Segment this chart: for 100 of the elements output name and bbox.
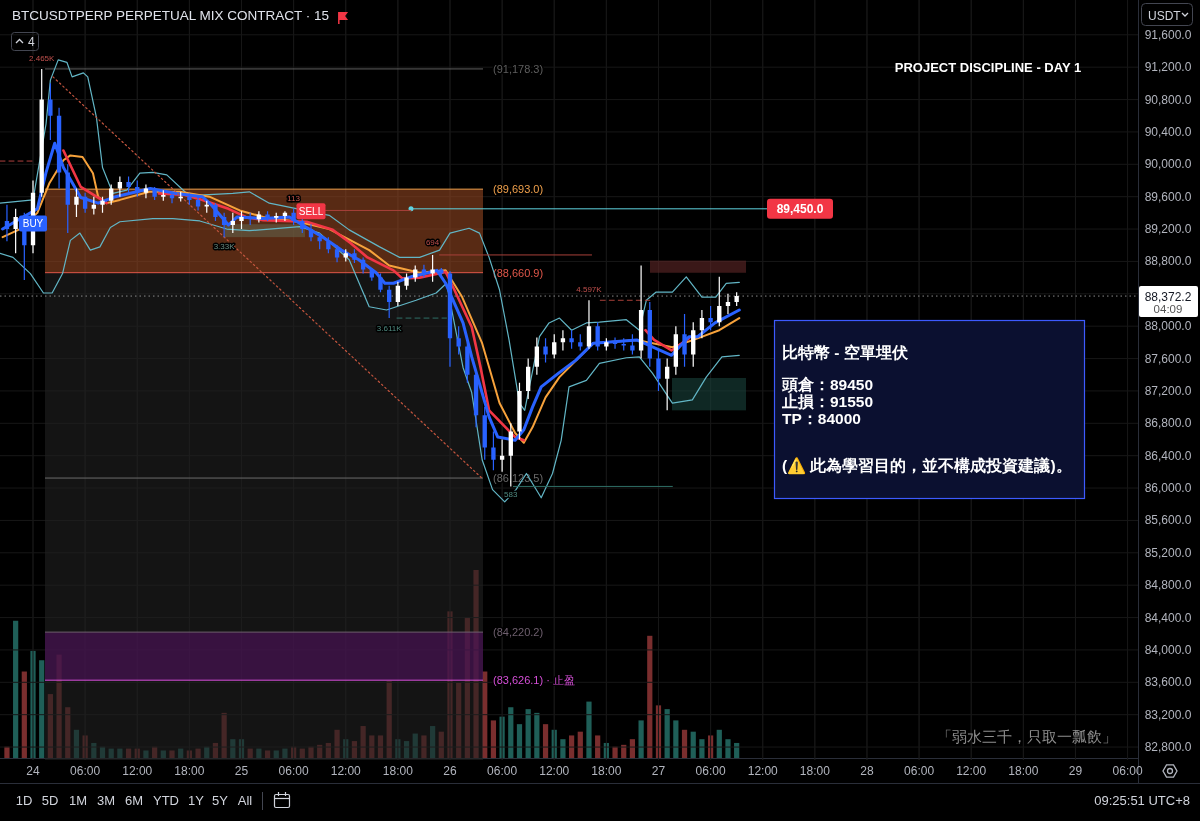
- y-tick-label: 86,400.0: [1144, 448, 1192, 463]
- ref-line-label: (89,693.0): [493, 183, 544, 196]
- bar: [65, 707, 71, 758]
- bar: [490, 720, 497, 758]
- x-tick-label: 06:00: [1112, 764, 1143, 778]
- text: 5Y: [212, 793, 229, 808]
- y-tick-label: 88,000.0: [1144, 319, 1192, 334]
- candlestick: [552, 334, 557, 359]
- candlestick: [82, 192, 88, 213]
- annotation: 694: [425, 237, 440, 247]
- candlestick: [282, 211, 288, 221]
- candlestick: [187, 193, 192, 205]
- x-tick-label: 29: [1068, 764, 1083, 778]
- x-tick-label: 12:00: [122, 764, 153, 778]
- x-tick-label: 18:00: [799, 764, 831, 778]
- text: 3M: [96, 793, 116, 808]
- candlestick: [4, 204, 10, 242]
- x-tick-label: 06:00: [487, 764, 518, 778]
- x-tick-label: 18:00: [591, 764, 622, 778]
- text: 1D: [15, 793, 33, 808]
- annotation: 止損：91550: [781, 393, 874, 410]
- x-tick-label: 12:00: [330, 764, 362, 778]
- y-tick-label: 91,200.0: [1144, 60, 1192, 75]
- bar: [178, 748, 184, 758]
- candlestick: [39, 68, 44, 197]
- text: 09:25:51 UTC+8: [1094, 793, 1190, 808]
- bar: [421, 735, 427, 758]
- bar: [508, 707, 514, 758]
- bar: [195, 748, 201, 758]
- bar: [586, 701, 592, 758]
- candlestick: [135, 180, 140, 197]
- y-tick-label: 84,800.0: [1144, 578, 1192, 593]
- text: 1Y: [188, 793, 205, 808]
- text: 5D: [41, 793, 59, 808]
- candlestick: [526, 358, 531, 400]
- bar: [430, 726, 436, 758]
- y-tick-label: 83,600.0: [1144, 675, 1192, 690]
- candlestick: [708, 305, 713, 331]
- x-tick-label: 18:00: [382, 764, 414, 778]
- candlestick: [239, 211, 244, 230]
- candlestick: [647, 301, 652, 367]
- candlestick: [291, 208, 296, 226]
- bar: [360, 726, 366, 758]
- candlestick: [404, 273, 409, 290]
- bar: [299, 748, 305, 758]
- candlestick: [543, 338, 548, 363]
- bar: [125, 748, 132, 758]
- bar: [169, 750, 175, 758]
- bar: [117, 748, 123, 758]
- candlestick: [534, 337, 540, 375]
- bar: [638, 720, 644, 758]
- candlestick: [595, 322, 600, 351]
- bar: [699, 739, 705, 758]
- x-tick-label: 26: [443, 764, 457, 778]
- x-tick-label: 12:00: [747, 764, 779, 778]
- bar: [39, 660, 45, 758]
- candlestick: [586, 300, 592, 349]
- candlestick: [169, 192, 175, 204]
- y-tick-label: 88,800.0: [1144, 254, 1192, 269]
- bar: [673, 720, 679, 758]
- x-tick-label: 06:00: [695, 764, 726, 778]
- ref-line-label: (83,626.1) · 止盈: [493, 674, 575, 687]
- bar: [612, 746, 618, 758]
- annotation: TP：84000: [782, 410, 861, 427]
- candlestick: [421, 264, 427, 278]
- y-tick-label: 89,600.0: [1144, 189, 1192, 204]
- x-tick-label: 06:00: [70, 764, 101, 778]
- candlestick: [256, 211, 262, 223]
- candlestick: [621, 338, 626, 351]
- bar: [482, 671, 488, 758]
- candlestick: [569, 330, 574, 349]
- annotation: 「弱水三千，只取一瓢飲」: [937, 728, 1117, 745]
- candlestick: [100, 196, 105, 213]
- y-tick-label: 89,200.0: [1144, 222, 1192, 237]
- candlestick: [612, 337, 618, 349]
- bar: [143, 750, 149, 758]
- candlestick: [334, 245, 340, 263]
- text: BTCUSDTPERP PERPETUAL MIX CONTRACT · 15: [12, 8, 330, 23]
- candlestick: [691, 322, 696, 367]
- candlestick: [413, 265, 418, 282]
- text: 1M: [68, 793, 88, 808]
- candlestick: [161, 190, 166, 201]
- ref-line-label: (91,178.3): [493, 62, 544, 75]
- candlestick: [430, 254, 435, 282]
- bar: [273, 750, 279, 758]
- bar: [264, 750, 271, 758]
- bar: [21, 671, 27, 758]
- annotation: BUY: [22, 217, 44, 229]
- bar: [4, 746, 10, 758]
- bar: [542, 724, 549, 758]
- y-tick-label: 86,000.0: [1144, 481, 1192, 496]
- annotation: 4: [28, 35, 35, 49]
- annotation: SELL: [298, 205, 324, 217]
- annotation: PROJECT DISCIPLINE - DAY 1: [894, 60, 1082, 75]
- candlestick: [439, 267, 444, 278]
- bar: [13, 620, 19, 758]
- x-tick-label: 18:00: [174, 764, 205, 778]
- annotation: (⚠ 此為學習目的，並不構成投資建議)。: [782, 456, 1072, 475]
- candlestick: [656, 350, 661, 391]
- bar: [560, 739, 566, 758]
